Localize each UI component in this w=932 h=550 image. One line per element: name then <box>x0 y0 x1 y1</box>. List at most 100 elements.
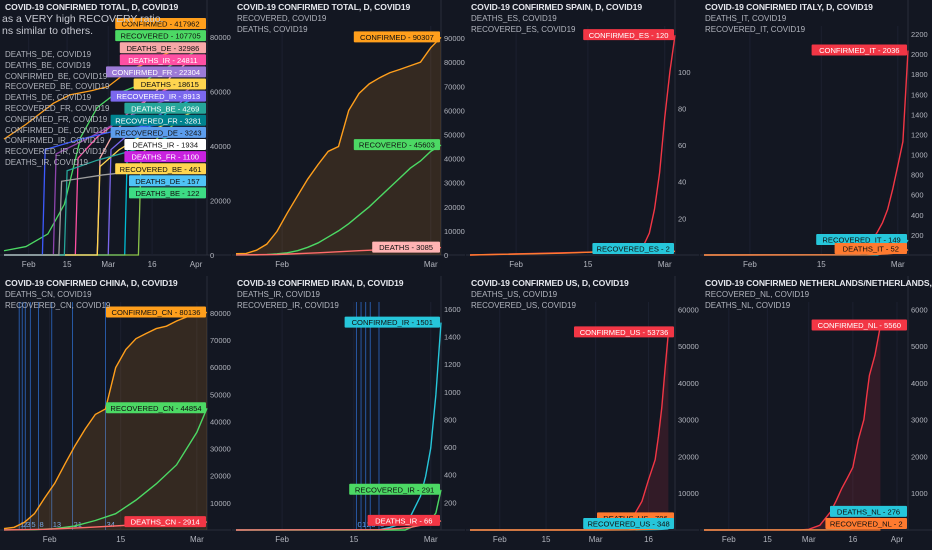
value-tag-bg <box>124 151 206 163</box>
chart-subtitle: DEATHS_ES, COVID19 <box>471 14 557 23</box>
x-tick-label: 15 <box>116 535 125 544</box>
y-tick-label: 1000 <box>911 151 928 160</box>
value-tag-text: CONFIRMED - 90307 <box>360 33 434 42</box>
value-tag: DEATHS_DE - 32986 <box>119 42 206 54</box>
chart-panel-p2: Feb Mar 90000 80000 70000 60000 50000 40000 3000… <box>232 0 465 275</box>
y-tick-label: 3000 <box>911 416 928 425</box>
value-tag: RECOVERED - 45603 <box>353 139 440 151</box>
y-tick-label: 1000 <box>911 489 928 498</box>
chart-title: COVID-19 CONFIRMED TOTAL, D, COVID19 <box>5 2 179 12</box>
value-tag-bg <box>834 243 907 254</box>
x-tick-label: Mar <box>658 260 672 269</box>
y-tick-label: 50000 <box>210 390 231 399</box>
value-tag-text: RECOVERED_IT - 149 <box>822 236 900 245</box>
value-tag-text: CONFIRMED_FR - 22304 <box>112 68 200 77</box>
y-tick-label: 50000 <box>678 342 699 351</box>
x-tick-label: 15 <box>763 535 772 544</box>
value-tag-text: RECOVERED_BE - 461 <box>120 165 202 174</box>
y-tick-label: 1000 <box>444 388 461 397</box>
y-tick-label: 40000 <box>678 379 699 388</box>
chart-panel-p8: Feb 15 Mar 16 Apr 6000 5000 4000 3000 2000 1000 CON… <box>700 276 932 550</box>
series-line-confirmed <box>235 36 442 255</box>
y-tick-label: 600 <box>911 191 924 200</box>
value-tag: DEATHS_BE - 122 <box>129 187 206 199</box>
event-flag-label: 0 <box>357 520 361 529</box>
y-tick-label: 20000 <box>444 203 465 212</box>
value-tag: DEATHS_DE - 157 <box>129 175 206 187</box>
value-tag: CONFIRMED_NL - 5560 <box>811 319 907 331</box>
value-tag-bg <box>372 241 440 253</box>
value-tag-bg <box>110 90 206 102</box>
value-tag-text: CONFIRMED_CN - 80136 <box>111 308 200 317</box>
legend-row: DEATHS_DE, COVID19 <box>5 93 92 103</box>
y-tick-label: 70000 <box>444 82 465 91</box>
value-tag: DEATHS_CN - 2914 <box>124 516 206 528</box>
x-tick-label: Feb <box>43 535 57 544</box>
y-tick-label: 30000 <box>210 445 231 454</box>
y-tick-label: 200 <box>444 498 457 507</box>
series-line-recovered <box>235 144 442 256</box>
value-tag-bg <box>115 18 206 29</box>
y-tick-label: 10000 <box>678 489 699 498</box>
chart-title: COVID-19 CONFIRMED IRAN, D, COVID19 <box>237 278 404 288</box>
chart-svg-p4: Feb 15 Mar 2200 2000 1800 1600 1400 1200 1000 800 6… <box>700 0 932 269</box>
value-tag-bg <box>106 66 206 78</box>
legend-row: CONFIRMED_FR, COVID19 <box>5 114 108 124</box>
value-tag: RECOVERED_DE - 3243 <box>110 126 206 138</box>
y-tick-label: 80000 <box>444 58 465 67</box>
x-tick-label: Apr <box>190 260 203 269</box>
chart-subtitle: DEATHS_NL, COVID19 <box>705 301 791 310</box>
chart-subtitle: DEATHS_IR, COVID19 <box>237 290 320 299</box>
value-tag: DEATHS_IR - 1934 <box>124 139 206 150</box>
value-tag-bg <box>825 518 907 529</box>
value-tag: RECOVERED_IR - 291 <box>349 483 440 495</box>
y-tick-label: 40000 <box>210 417 231 426</box>
value-tag: RECOVERED_BE - 461 <box>115 163 206 175</box>
value-tag: RECOVERED_IR - 8913 <box>110 90 206 102</box>
y-tick-label: 2000 <box>911 50 928 59</box>
y-tick-label: 1200 <box>444 360 461 369</box>
chart-subtitle: DEATHS, COVID19 <box>237 25 308 34</box>
x-tick-label: Apr <box>891 535 904 544</box>
x-tick-label: 15 <box>583 260 592 269</box>
value-tag: RECOVERED_NL - 2 <box>825 518 907 529</box>
y-tick-label: 80000 <box>210 309 231 318</box>
x-tick-label: Mar <box>891 260 905 269</box>
value-tag: DEATHS_FR - 1100 <box>124 151 206 163</box>
value-tag-text: DEATHS_DE - 157 <box>135 177 199 186</box>
chart-svg-p5: Feb 15 Mar 80000 70000 60000 50000 40000 30000 20… <box>0 276 231 544</box>
value-tag-bg <box>119 42 206 54</box>
y-tick-label: 40000 <box>444 155 465 164</box>
x-tick-label: Feb <box>275 260 289 269</box>
chart-subtitle: RECOVERED_CN, COVID19 <box>5 301 111 310</box>
value-tag: DEATHS_IT - 52 <box>834 243 907 254</box>
value-tag: CONFIRMED - 417962 <box>115 18 206 29</box>
overlay-note: ns similar to others. <box>2 25 94 37</box>
x-tick-label: Feb <box>275 535 289 544</box>
legend-row: CONFIRMED_IR, COVID19 <box>5 136 105 146</box>
value-tag: DEATHS_BE - 4269 <box>124 102 206 114</box>
value-tag-bg <box>133 78 206 90</box>
value-tag-bg <box>124 516 206 528</box>
event-flag-label: 34 <box>107 520 115 529</box>
value-tag-text: DEATHS - 3085 <box>379 243 433 252</box>
value-tag: RECOVERED_US - 348 <box>583 518 674 529</box>
value-tag: DEATHS_IR - 24811 <box>119 54 206 66</box>
y-tick-label: 30000 <box>678 416 699 425</box>
value-tag-text: RECOVERED_IR - 8913 <box>117 92 201 101</box>
value-tag: RECOVERED_FR - 3281 <box>110 114 206 126</box>
y-tick-label: 2000 <box>911 452 928 461</box>
chart-svg-p3: Feb 15 Mar 100 80 60 40 20 CONFIRMED_ES - 120 REC… <box>466 0 699 269</box>
y-tick-label: 10000 <box>444 227 465 236</box>
value-tag-text: DEATHS_IT - 52 <box>843 245 899 254</box>
chart-panel-p1: Feb 15 Mar 16 Apr 0 8000000 6000000 4000000 20000… <box>0 0 231 275</box>
overlay-note: as a VERY high RECOVERY ratio. <box>2 13 164 25</box>
chart-subtitle: RECOVERED_ES, COVID19 <box>471 25 576 34</box>
y-tick-label: 2000000 <box>210 196 231 205</box>
y-tick-label: 60000 <box>210 363 231 372</box>
y-tick-label: 20000 <box>678 452 699 461</box>
y-tick-label: 600 <box>444 443 457 452</box>
value-tag-bg <box>119 54 206 66</box>
legend-row: DEATHS_IR, COVID19 <box>5 158 88 167</box>
x-tick-label: Feb <box>493 535 507 544</box>
